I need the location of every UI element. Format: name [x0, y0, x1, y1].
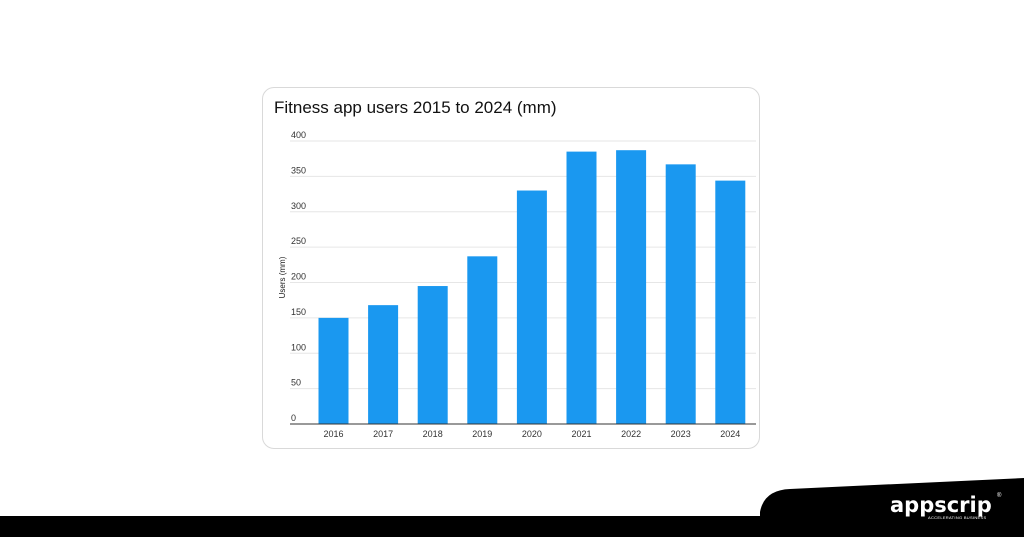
- y-tick-label: 300: [291, 201, 306, 211]
- y-tick-label: 250: [291, 236, 306, 246]
- bars: [318, 150, 746, 425]
- y-tick-label: 100: [291, 342, 306, 352]
- registered-mark: ®: [997, 493, 1002, 499]
- x-tick-label: 2019: [472, 429, 492, 439]
- y-tick-label: 350: [291, 165, 306, 175]
- y-tick-label: 400: [291, 130, 306, 140]
- y-tick-label: 50: [291, 378, 301, 388]
- chart-card: Fitness app users 2015 to 2024 (mm) 0 50 1…: [262, 87, 760, 449]
- brand-name: appscrip: [890, 493, 992, 517]
- bar-2017: [368, 305, 399, 424]
- y-tick-labels: 0 50 100 150 200 250 300 350 400: [291, 130, 306, 423]
- x-tick-label: 2022: [621, 429, 641, 439]
- x-tick-label: 2023: [671, 429, 691, 439]
- y-tick-label: 0: [291, 413, 296, 423]
- y-tick-label: 150: [291, 307, 306, 317]
- footer-bar: [0, 516, 1024, 537]
- bar-2019: [467, 256, 498, 424]
- x-tick-label: 2021: [571, 429, 591, 439]
- x-tick-label: 2018: [423, 429, 443, 439]
- bar-2022: [616, 150, 647, 424]
- bar-2021: [566, 151, 597, 425]
- x-tick-label: 2017: [373, 429, 393, 439]
- bar-2023: [665, 164, 696, 424]
- x-tick-labels: 2016 2017 2018 2019 2020 2021 2022 2023 2024: [323, 429, 740, 439]
- brand-tagline: ACCELERATING BUSINESS: [928, 515, 987, 520]
- bar-2020: [516, 190, 547, 424]
- y-tick-label: 200: [291, 272, 306, 282]
- appscrip-logo[interactable]: appscrip ® ACCELERATING BUSINESS: [890, 493, 1005, 523]
- bar-2018: [417, 286, 448, 424]
- x-tick-label: 2020: [522, 429, 542, 439]
- bar-2024: [715, 180, 746, 424]
- x-tick-label: 2016: [323, 429, 343, 439]
- chart-title: Fitness app users 2015 to 2024 (mm): [274, 98, 557, 117]
- bar-2016: [318, 317, 349, 424]
- y-axis-title: Users (mm): [278, 256, 287, 298]
- x-tick-label: 2024: [720, 429, 740, 439]
